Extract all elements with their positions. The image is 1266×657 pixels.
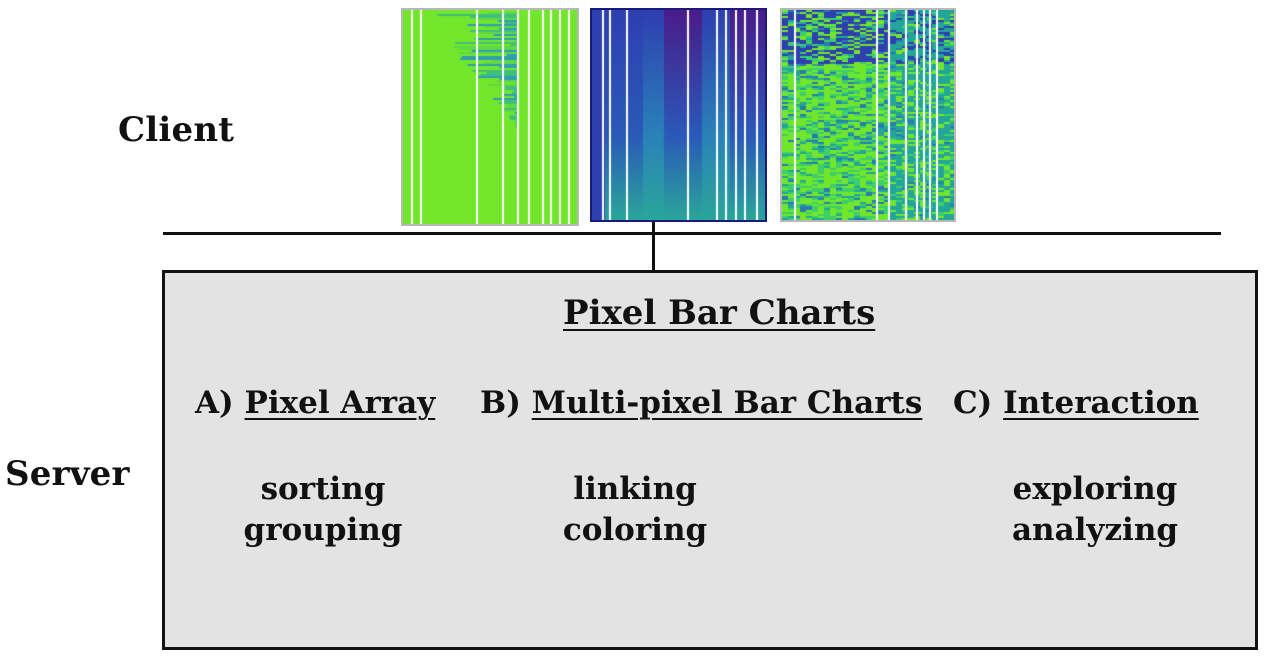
server-title: Pixel Bar Charts bbox=[563, 293, 876, 333]
section-a-item: grouping bbox=[243, 512, 403, 548]
section-b-prefix: B) bbox=[480, 385, 521, 421]
client-server-divider bbox=[163, 232, 1221, 235]
section-a-prefix: A) bbox=[195, 385, 234, 421]
section-c-item: analyzing bbox=[1011, 512, 1179, 548]
connector-line bbox=[652, 222, 655, 272]
server-label: Server bbox=[5, 454, 130, 494]
section-b-title: Multi-pixel Bar Charts bbox=[531, 385, 923, 421]
section-b-heading: B) Multi-pixel Bar Charts bbox=[480, 385, 922, 421]
section-a-item: sorting bbox=[260, 471, 386, 507]
section-a-title: Pixel Array bbox=[244, 385, 436, 421]
section-c-title: Interaction bbox=[1003, 385, 1199, 421]
section-c-prefix: C) bbox=[953, 385, 993, 421]
section-c-item: exploring bbox=[1012, 471, 1178, 507]
pixel-array-thumbnail bbox=[401, 8, 579, 226]
section-b-item: linking bbox=[573, 471, 697, 507]
section-a-items: sorting grouping bbox=[213, 469, 433, 551]
section-c-heading: C) Interaction bbox=[953, 385, 1199, 421]
section-c-items: exploring analyzing bbox=[985, 469, 1205, 551]
section-b-items: linking coloring bbox=[535, 469, 735, 551]
interaction-thumbnail bbox=[780, 8, 956, 222]
section-a-heading: A) Pixel Array bbox=[195, 385, 435, 421]
section-b-item: coloring bbox=[562, 512, 708, 548]
server-box: Pixel Bar Charts A) Pixel Array B) Multi… bbox=[162, 270, 1258, 650]
client-label: Client bbox=[118, 110, 235, 150]
multi-pixel-bar-chart-thumbnail bbox=[590, 8, 767, 222]
